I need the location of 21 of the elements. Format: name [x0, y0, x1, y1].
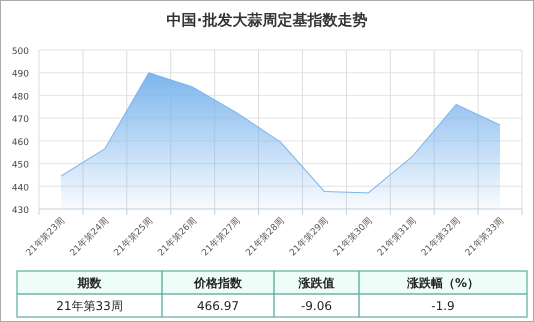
x-tick-label: 21年第26周 — [156, 215, 199, 258]
x-tick-label: 21年第32周 — [419, 215, 462, 258]
x-tick-label: 21年第25周 — [112, 215, 155, 258]
y-tick-label: 500 — [12, 47, 30, 57]
x-tick-label: 21年第31周 — [375, 215, 418, 258]
x-tick-label: 21年第33周 — [463, 215, 506, 258]
x-tick-label: 21年第24周 — [68, 215, 111, 258]
y-tick-label: 470 — [12, 115, 30, 126]
x-tick-label: 21年第27周 — [200, 215, 243, 258]
y-tick-label: 430 — [12, 206, 30, 216]
y-tick-label: 460 — [12, 138, 30, 148]
table: 期数 价格指数 涨跌值 涨跌幅（%） 21年第33周 466.97 -9.06 -1.9 — [16, 270, 528, 318]
y-tick-label: 450 — [12, 160, 30, 171]
x-tick-label: 21年第30周 — [331, 215, 374, 258]
y-tick-label: 480 — [12, 92, 30, 102]
chart-title: 中国·批发大蒜周定基指数走势 — [166, 11, 368, 29]
x-tick-label: 21年第29周 — [287, 215, 331, 258]
y-tick-label: 490 — [12, 70, 30, 80]
y-tick-label: 440 — [12, 183, 30, 194]
x-tick-label: 21年第28周 — [244, 215, 287, 258]
x-tick-label: 21年第23周 — [24, 215, 68, 258]
